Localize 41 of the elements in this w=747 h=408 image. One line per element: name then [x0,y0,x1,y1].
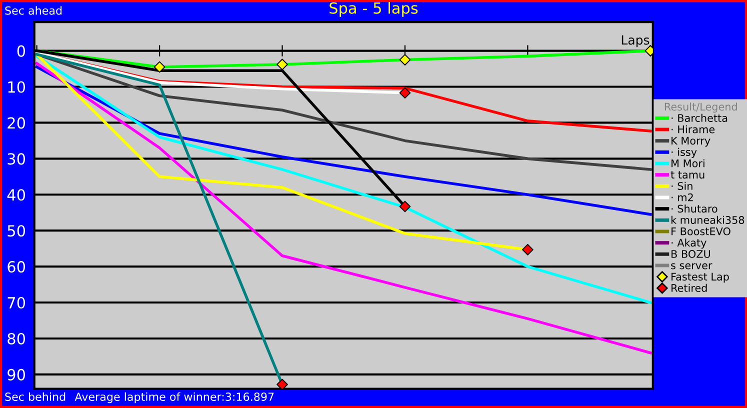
legend-label: F BoostEVO [672,227,730,236]
line-series [35,54,652,304]
legend-label: · Barchetta [672,114,728,122]
legend-label: s server [671,263,712,270]
point [154,61,166,73]
point [522,244,534,256]
legend-label: B BOZU [672,250,710,258]
point [399,200,411,212]
y-tick-label: 20 [8,117,26,129]
y-tick-label: 10 [8,81,26,93]
point [399,54,411,66]
y-tick-label: 0 [17,45,26,57]
y-tick-label: 50 [8,225,26,237]
point [399,87,411,99]
x-axis-title: Laps [622,35,650,48]
legend-label: · Sin [672,182,692,190]
legend-label: · Shutaro [672,204,718,213]
point [276,378,288,389]
legend-title: Result/Legend [664,102,737,113]
y-tick-label: 60 [8,261,26,273]
legend-label: · Akaty [672,238,706,249]
legend-label: K Morry [672,136,710,147]
legend-label: · Hirame [672,125,715,134]
legend-label: M Mori [672,159,704,168]
legend-label: Fastest Lap [672,272,729,283]
chart-title: Spa - 5 laps [330,2,418,17]
legend-label: Retired [672,284,707,292]
y-tick-label: 40 [7,189,26,201]
line-series [35,62,652,354]
legend-label: k muneaki358 [671,216,744,224]
point [276,58,288,70]
y-tick-label: 80 [8,332,26,344]
text: Sec ahead [5,6,62,15]
legend-label: · issy [672,148,697,158]
legend-label: · m2 [672,193,693,202]
y-tick-label: 70 [8,296,26,309]
text: Sec behind [5,392,66,401]
text: Average laptime of winner:3:16.897 [74,392,274,404]
legend-label: t tamu [670,171,704,179]
y-tick-label: 30 [8,153,26,165]
y-tick-label: 90 [8,368,26,380]
